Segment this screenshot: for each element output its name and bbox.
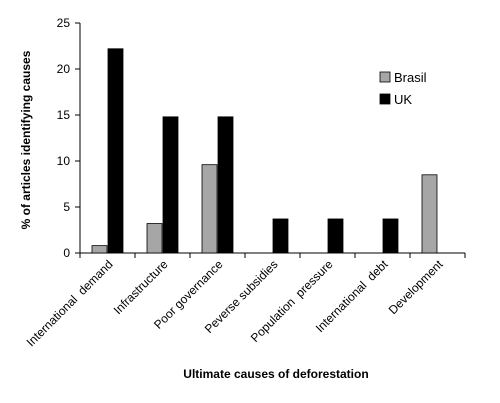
- bar-uk-1: [162, 116, 179, 254]
- legend-swatch-brasil: [379, 71, 391, 83]
- y-tick-label: 10: [57, 154, 71, 168]
- x-axis-title: Ultimate causes of deforestation: [183, 367, 368, 381]
- y-tick-label: 5: [63, 200, 70, 214]
- legend-label-uk: UK: [394, 92, 412, 107]
- legend-label-brasil: Brasil: [394, 70, 427, 85]
- y-ticks: 0 5 10 15 20 25: [57, 16, 466, 260]
- y-tick-label: 25: [57, 16, 71, 30]
- y-tick-label: 15: [57, 108, 71, 122]
- bar-brasil-0: [91, 245, 108, 254]
- y-tick-label: 0: [63, 246, 70, 260]
- bar-brasil-2: [201, 164, 218, 254]
- bar-brasil-6: [421, 174, 438, 254]
- bars: [91, 48, 438, 254]
- y-axis-title: % of articles identifying causes: [19, 50, 33, 229]
- y-tick-label: 20: [57, 62, 71, 76]
- bar-brasil-1: [146, 223, 163, 254]
- bar-uk-0: [107, 48, 124, 254]
- legend: Brasil UK: [379, 70, 427, 107]
- legend-swatch-uk: [379, 93, 391, 105]
- x-tick-label: Development: [386, 257, 446, 317]
- x-tick-label: International demand: [24, 257, 116, 349]
- bar-uk-3: [272, 218, 289, 254]
- bar-uk-2: [217, 116, 234, 254]
- bar-uk-4: [327, 218, 344, 254]
- axes: [79, 23, 465, 254]
- x-tick-label: Infrastructure: [111, 257, 171, 317]
- bar-uk-5: [382, 218, 399, 254]
